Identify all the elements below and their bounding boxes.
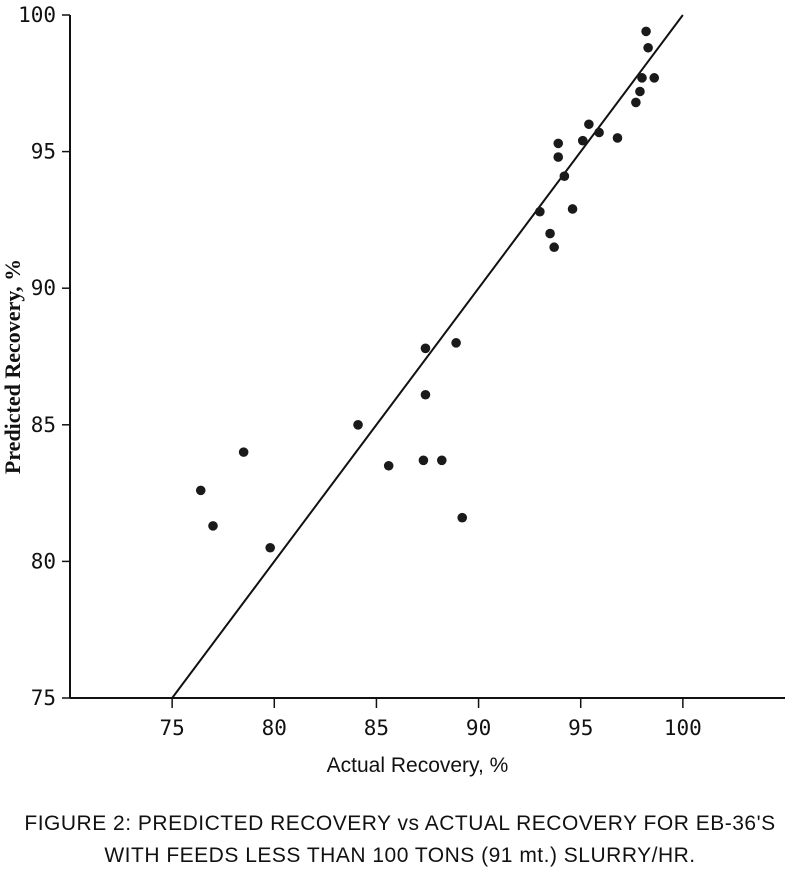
reference-line [171,14,684,699]
data-point [420,389,431,400]
x-tick-label: 85 [364,716,389,740]
data-point [641,26,651,37]
data-point [549,242,559,253]
y-tick-label: 75 [31,686,56,710]
data-points [195,26,660,553]
x-tick-label: 90 [466,716,491,740]
reference-line-layer [171,14,684,699]
data-point [383,460,394,471]
axes [62,14,785,708]
data-point [535,206,545,217]
x-axis-title: Actual Recovery, % [327,754,509,777]
data-point [238,447,249,457]
y-tick-label: 85 [31,413,56,437]
data-point [265,542,276,553]
data-point [353,420,363,430]
data-point [208,521,218,531]
tick-labels: 75 80 85 90 95 100 75 80 85 90 95 100 [18,3,702,740]
data-point [553,152,564,162]
data-point [577,135,588,146]
y-tick-label: 95 [31,140,56,164]
data-point [631,97,641,108]
data-point [567,204,578,214]
data-point [612,133,623,143]
caption-line-2: WITH FEEDS LESS THAN 100 TONS (91 mt.) S… [104,844,696,867]
data-point [559,171,570,181]
scatter-chart: 75 80 85 90 95 100 75 80 85 90 95 100 Actual Recove… [0,3,785,777]
caption-line-1: FIGURE 2: PREDICTED RECOVERY vs ACTUAL R… [24,812,776,835]
data-point [594,127,604,138]
data-point [584,119,594,130]
data-point [649,73,660,83]
x-tick-label: 75 [159,716,184,740]
data-point [420,343,431,354]
data-point [418,455,429,466]
data-point [643,42,653,53]
data-point [635,86,645,97]
data-point [553,138,564,149]
figure-caption: FIGURE 2: PREDICTED RECOVERY vs ACTUAL R… [0,808,800,872]
data-point [457,512,468,523]
x-tick-label: 80 [262,716,287,740]
data-point [437,455,447,466]
y-tick-label: 80 [31,549,56,573]
y-tick-label: 100 [18,3,56,27]
y-tick-label: 90 [31,276,56,300]
data-point [451,338,461,348]
y-axis-title: Predicted Recovery, % [0,259,25,474]
data-point [195,485,206,496]
x-tick-label: 95 [568,716,593,740]
x-tick-label: 100 [664,716,702,740]
data-point [637,73,647,83]
data-point [545,228,555,239]
